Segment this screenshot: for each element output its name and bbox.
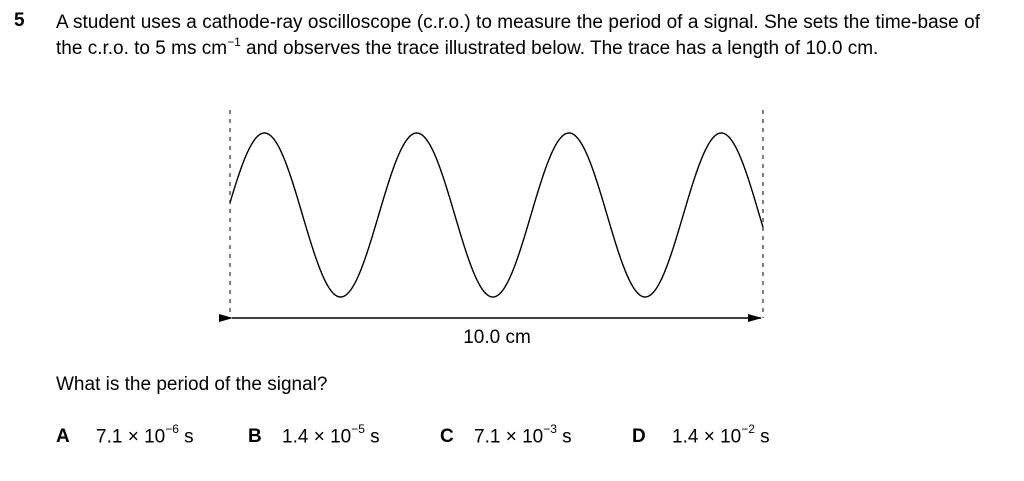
stem-text-1: A student uses a cathode-ray oscilloscop… (56, 12, 980, 59)
signal-waveform (229, 132, 764, 298)
stem-exponent: −1 (227, 34, 241, 49)
option-value: 1.4 × 10−5 s (282, 422, 380, 448)
option-letter: B (248, 426, 262, 448)
option-letter: D (632, 426, 646, 448)
option-c[interactable]: C 7.1 × 10−3 s (440, 422, 632, 448)
option-value: 1.4 × 10−2 s (672, 422, 770, 448)
option-value: 7.1 × 10−3 s (474, 422, 572, 448)
option-b[interactable]: B 1.4 × 10−5 s (248, 422, 440, 448)
option-d[interactable]: D 1.4 × 10−2 s (632, 422, 770, 448)
question-number: 5 (14, 10, 25, 31)
answer-options: A 7.1 × 10−6 s B 1.4 × 10−5 s C 7.1 × 10… (56, 422, 770, 448)
option-a[interactable]: A 7.1 × 10−6 s (56, 422, 248, 448)
option-letter: C (440, 426, 454, 448)
question-prompt: What is the period of the signal? (56, 374, 328, 395)
option-value: 7.1 × 10−6 s (96, 422, 194, 448)
question-stem: A student uses a cathode-ray oscilloscop… (56, 10, 980, 62)
stem-text-2: and observes the trace illustrated below… (240, 38, 879, 59)
length-label: 10.0 cm (463, 327, 531, 348)
option-letter: A (56, 426, 70, 448)
